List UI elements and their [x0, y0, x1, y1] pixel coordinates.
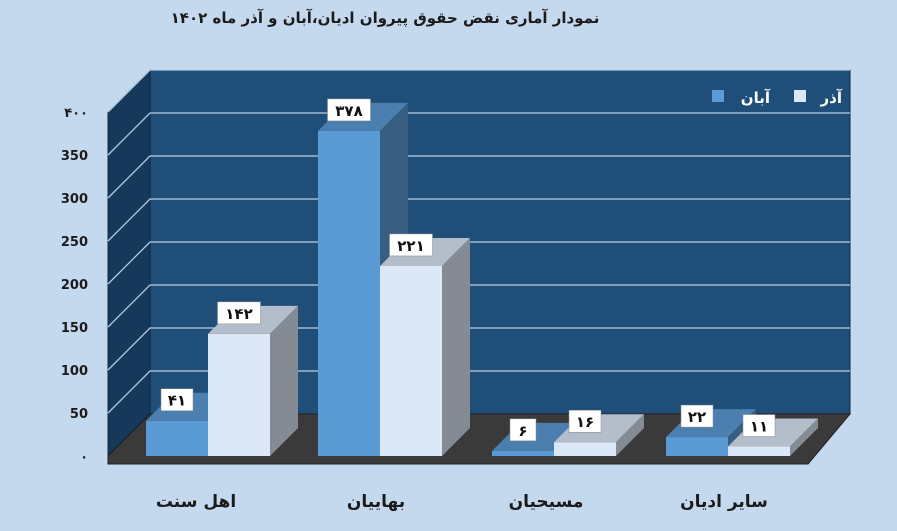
gridline: [107, 370, 850, 414]
data-label: ۱۶: [576, 413, 594, 431]
data-label-box: [509, 418, 537, 442]
bar: ۱۱: [728, 414, 818, 456]
x-category-label: سایر ادیان: [680, 492, 768, 512]
legend-swatch-aban: [712, 90, 724, 102]
data-label-box: [680, 404, 714, 428]
data-label-box: [160, 388, 194, 411]
bar-front: [492, 450, 554, 456]
data-label: ۶: [518, 422, 527, 440]
y-tick-label: ۴۰۰: [64, 106, 88, 121]
bars: ۴۱ ۳۷۸ ۶ ۲۲ ۱۴۲ ۲۲۱ ۱۶ ۱۱: [146, 98, 818, 457]
bar-side: [616, 414, 644, 456]
x-category-label: مسیحیان: [509, 492, 584, 512]
bar-front: [728, 446, 790, 456]
y-tick-label: 50: [70, 407, 88, 422]
x-axis-categories: اهل سنت بهاییان مسیحیان سایر ادیان: [156, 492, 768, 512]
data-label: ۴۱: [168, 392, 186, 410]
x-category-label: بهاییان: [347, 492, 405, 512]
y-tick-label: 250: [61, 235, 88, 250]
bar-front: [380, 265, 442, 456]
legend-label-azar: آذر: [820, 89, 843, 107]
gridline: [107, 155, 850, 199]
data-label: ۲۲: [688, 408, 706, 426]
data-label-box: [389, 233, 433, 257]
bar-front: [146, 420, 208, 456]
data-label-box: [217, 301, 261, 325]
y-tick-label: 100: [61, 364, 88, 379]
y-tick-label: 150: [61, 321, 88, 336]
y-tick-label: 200: [61, 278, 88, 293]
bar: ۱۶: [554, 409, 644, 456]
bar: ۲۲۱: [380, 233, 470, 456]
bar-front: [554, 442, 616, 456]
bar-front: [666, 437, 728, 456]
gridline: [107, 241, 850, 285]
y-tick-label: 350: [61, 149, 88, 164]
gridline: [107, 112, 850, 156]
gridlines: [107, 69, 850, 414]
legend-swatch-azar: [794, 90, 806, 102]
bar-side: [442, 237, 470, 456]
gridline: [107, 69, 850, 113]
gridline: [107, 284, 850, 328]
bar-side: [270, 305, 298, 456]
legend: آبان آذر: [712, 89, 843, 107]
data-label: ۱۴۲: [225, 305, 252, 323]
data-label: ۱۱: [750, 418, 768, 436]
data-label: ۲۲۱: [397, 237, 424, 255]
data-label-box: [327, 98, 371, 122]
bar: ۱۴۲: [208, 301, 298, 456]
chart-title: نمودار آماری نقض حقوق پیروان ادیان،آبان …: [171, 9, 600, 28]
legend-label-aban: آبان: [741, 89, 771, 107]
gridline: [107, 198, 850, 242]
bar-front: [208, 333, 270, 456]
bar-front: [318, 130, 380, 457]
gridline: [107, 327, 850, 371]
bar-side: [790, 418, 818, 456]
data-label-box: [568, 409, 602, 433]
y-axis-ticks: ۰ 50 100 150 200 250 300 350 ۴۰۰: [61, 106, 88, 465]
data-label-box: [742, 414, 776, 437]
y-tick-label: ۰: [80, 450, 88, 465]
data-label: ۳۷۸: [335, 102, 362, 120]
y-tick-label: 300: [61, 192, 88, 207]
x-category-label: اهل سنت: [156, 492, 236, 512]
